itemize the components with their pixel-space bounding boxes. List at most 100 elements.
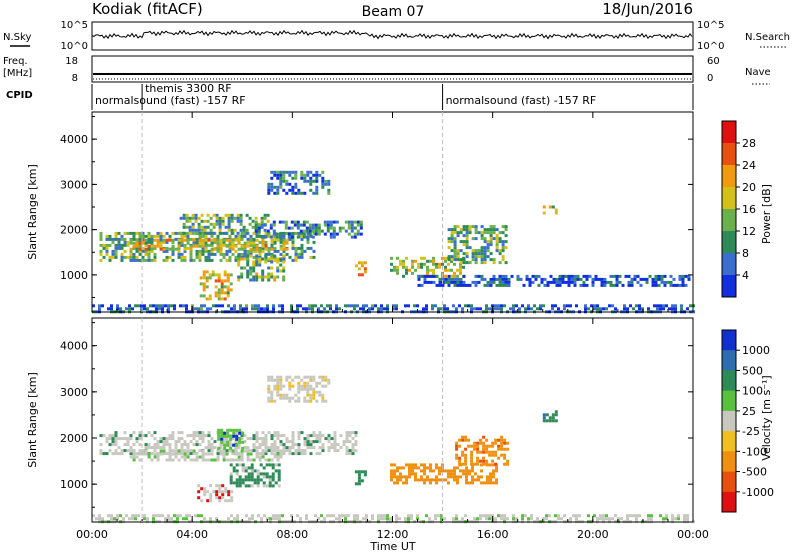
- echo-cell: [288, 255, 292, 259]
- echo-cell: [459, 265, 462, 269]
- echo-cell: [234, 449, 238, 453]
- echo-cell: [480, 249, 484, 253]
- echo-cell: [232, 481, 236, 485]
- echo-cell: [182, 231, 186, 235]
- echo-cell: [455, 441, 459, 445]
- echo-cell: [300, 237, 304, 241]
- echo-cell: [168, 437, 172, 441]
- echo-cell: [659, 304, 662, 308]
- echo-cell: [458, 456, 462, 460]
- echo-cell: [182, 222, 186, 226]
- echo-cell: [500, 447, 504, 451]
- echo-cell: [309, 188, 313, 192]
- echo-cell: [263, 216, 267, 220]
- echo-cell: [327, 434, 331, 438]
- nsky-tick-top: 10^5: [61, 20, 88, 31]
- echo-cell: [186, 449, 190, 453]
- echo-cell: [230, 307, 233, 311]
- echo-cell: [669, 274, 673, 278]
- echo-cell: [197, 222, 201, 226]
- echo-cell: [198, 455, 202, 459]
- echo-cell: [306, 384, 310, 388]
- echo-cell: [506, 459, 510, 463]
- echo-cell: [291, 434, 295, 438]
- echo-cell: [248, 222, 252, 226]
- echo-cell: [99, 243, 103, 247]
- echo-cell: [390, 256, 393, 260]
- echo-cell: [423, 280, 427, 284]
- echo-cell: [642, 277, 646, 281]
- echo-cell: [288, 452, 292, 456]
- echo-cell: [300, 378, 304, 382]
- echo-cell: [271, 475, 275, 479]
- echo-cell: [315, 437, 319, 441]
- echo-cell: [263, 213, 267, 217]
- echo-cell: [270, 275, 274, 279]
- echo-cell: [545, 419, 549, 423]
- echo-cell: [267, 185, 271, 189]
- echo-cell: [344, 517, 347, 521]
- echo-cell: [98, 514, 101, 518]
- echo-cell: [216, 247, 220, 251]
- echo-cell: [494, 304, 497, 308]
- echo-cell: [615, 277, 619, 281]
- echo-cell: [261, 443, 265, 447]
- echo-cell: [609, 283, 613, 287]
- echo-cell: [199, 294, 203, 298]
- echo-cell: [218, 228, 222, 232]
- echo-cell: [461, 438, 465, 442]
- echo-cell: [270, 458, 274, 462]
- echo-cell: [279, 263, 283, 267]
- colorbar-tick-label: -100: [742, 445, 767, 458]
- echo-cell: [453, 249, 457, 253]
- echo-cell: [92, 304, 95, 308]
- echo-cell: [393, 268, 396, 272]
- echo-cell: [450, 277, 454, 281]
- echo-cell: [261, 238, 265, 242]
- echo-cell: [417, 283, 421, 287]
- echo-cell: [317, 517, 320, 521]
- echo-cell: [569, 304, 572, 308]
- echo-cell: [297, 396, 301, 400]
- echo-cell: [153, 238, 157, 242]
- echo-cell: [296, 304, 299, 308]
- echo-cell: [180, 252, 184, 256]
- echo-cell: [462, 280, 466, 284]
- echo-cell: [315, 179, 319, 183]
- echo-cell: [228, 440, 232, 444]
- echo-cell: [165, 238, 169, 242]
- echo-cell: [354, 470, 358, 474]
- echo-cell: [171, 449, 175, 453]
- echo-cell: [153, 234, 157, 238]
- echo-cell: [117, 446, 121, 450]
- echo-cell: [453, 280, 457, 284]
- echo-cell: [171, 244, 175, 248]
- echo-cell: [222, 252, 226, 256]
- echo-cell: [303, 440, 307, 444]
- echo-cell: [420, 262, 423, 266]
- echo-cell: [138, 234, 142, 238]
- echo-cell: [347, 514, 350, 518]
- echo-cell: [144, 247, 148, 251]
- echo-cell: [255, 452, 259, 456]
- echo-cell: [615, 280, 619, 284]
- echo-cell: [272, 514, 275, 518]
- echo-cell: [447, 277, 451, 281]
- echo-cell: [246, 455, 250, 459]
- echo-cell: [274, 469, 278, 473]
- echo-cell: [164, 517, 167, 521]
- echo-cell: [219, 446, 223, 450]
- echo-cell: [677, 514, 680, 518]
- echo-cell: [251, 307, 254, 311]
- echo-cell: [411, 271, 414, 275]
- echo-cell: [135, 258, 139, 262]
- echo-cell: [108, 237, 112, 241]
- echo-cell: [498, 274, 502, 278]
- echo-cell: [270, 272, 274, 276]
- echo-cell: [446, 307, 449, 311]
- echo-cell: [276, 387, 280, 391]
- echo-cell: [356, 220, 360, 224]
- echo-cell: [602, 307, 605, 311]
- echo-cell: [226, 434, 230, 438]
- echo-cell: [138, 434, 142, 438]
